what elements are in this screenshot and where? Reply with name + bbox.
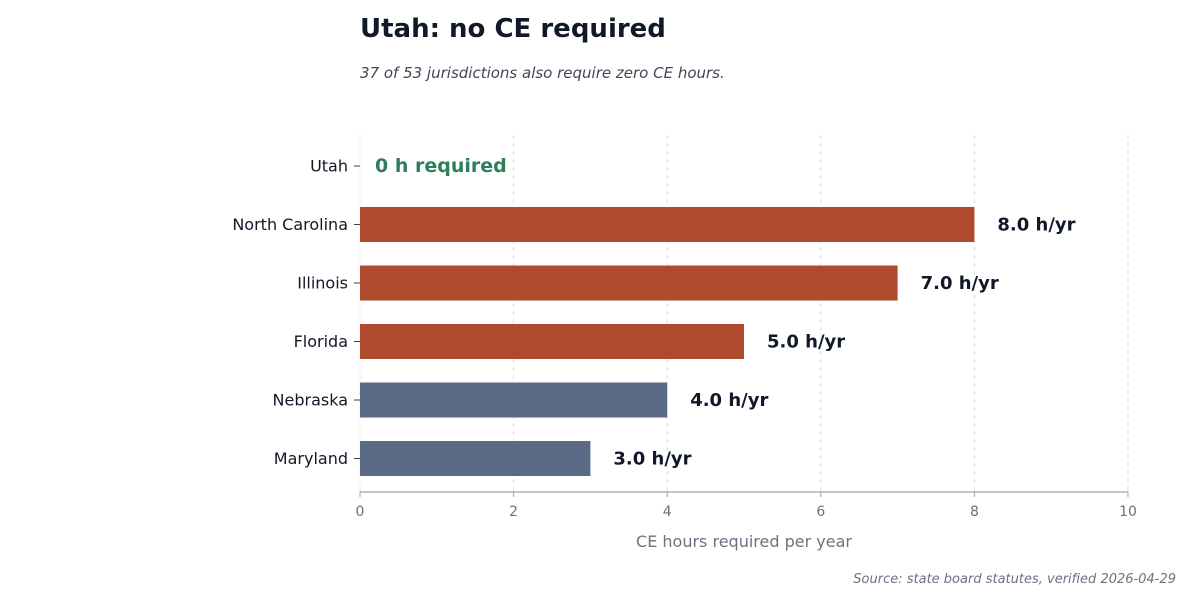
grid-lines	[359, 135, 1129, 492]
y-tick-label: Utah	[310, 157, 348, 176]
bar	[360, 382, 668, 418]
data-labels: 0 h required 8.0 h/yr 7.0 h/yr 5.0 h/yr 4.0 …	[375, 155, 1076, 470]
y-tick-label: North Carolina	[232, 215, 348, 234]
bar	[360, 265, 898, 301]
axes: 0 2 4 6 8 10 Utah North Carolina Illinois Florida…	[232, 157, 1137, 521]
bar	[360, 207, 975, 242]
y-tick-label: Maryland	[274, 449, 348, 468]
y-tick-label: Illinois	[297, 274, 348, 293]
data-label: 3.0 h/yr	[613, 449, 691, 470]
y-tick-label: Nebraska	[273, 391, 348, 410]
data-label: 4.0 h/yr	[690, 390, 768, 411]
data-label: 0 h required	[375, 155, 507, 177]
bars	[360, 207, 975, 476]
bar	[360, 324, 744, 359]
x-tick-label: 10	[1119, 504, 1137, 520]
y-tick-label: Florida	[294, 332, 348, 351]
x-tick-label: 8	[970, 504, 979, 520]
x-tick-label: 6	[816, 504, 825, 520]
x-axis-title: CE hours required per year	[636, 532, 852, 551]
x-tick-label: 2	[509, 504, 518, 520]
x-tick-label: 4	[663, 504, 672, 520]
chart-subtitle: 37 of 53 jurisdictions also require zero…	[360, 64, 725, 82]
bar	[360, 441, 591, 476]
data-label: 5.0 h/yr	[767, 332, 845, 353]
source-note: Source: state board statutes, verified 2…	[853, 572, 1176, 587]
data-label: 7.0 h/yr	[921, 273, 999, 294]
data-label: 8.0 h/yr	[997, 215, 1075, 236]
chart-title: Utah: no CE required	[360, 14, 666, 44]
x-tick-label: 0	[356, 504, 365, 520]
